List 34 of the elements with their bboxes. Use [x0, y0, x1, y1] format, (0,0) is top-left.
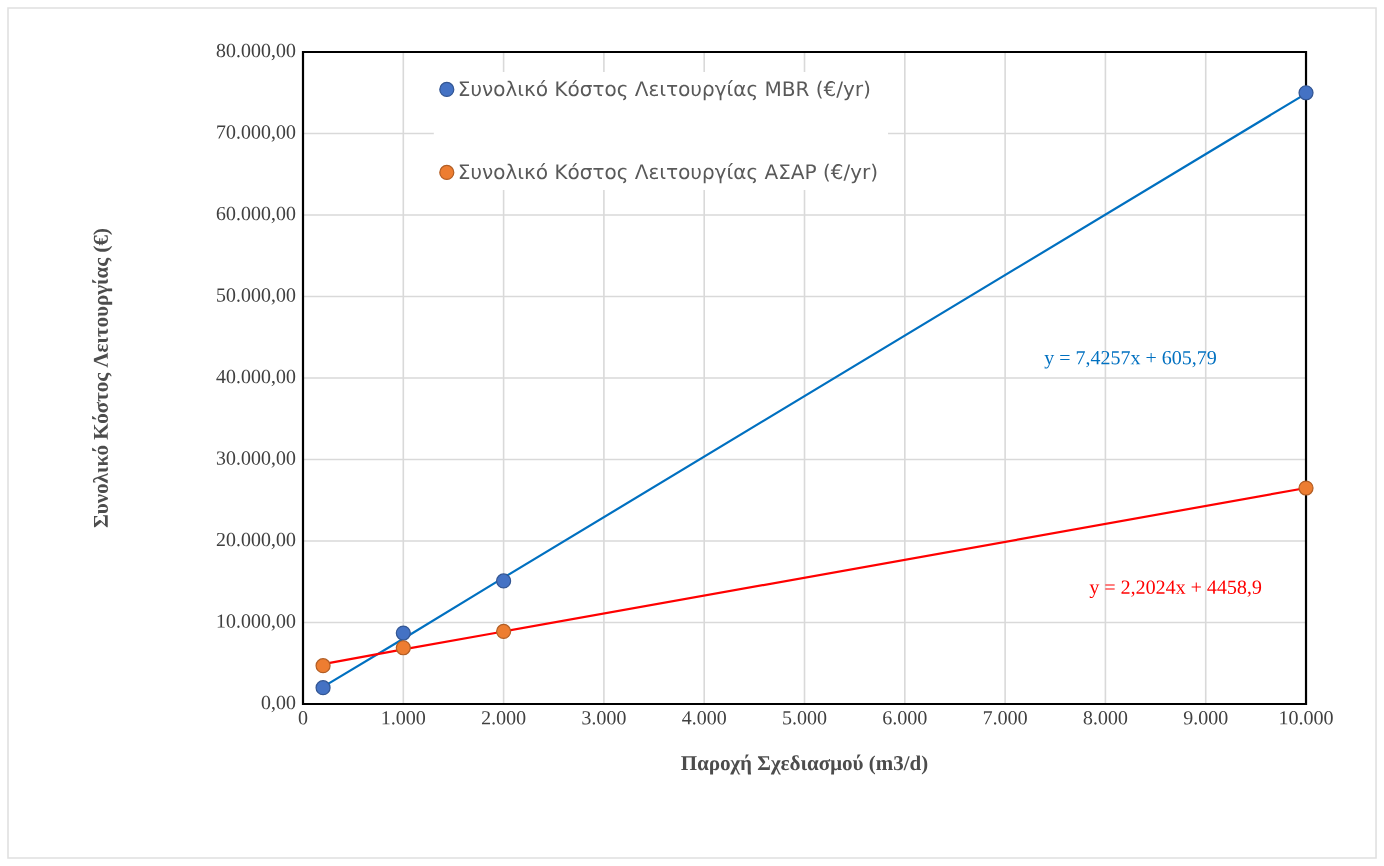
annotation: y = 7,4257x + 605,79	[1044, 350, 1216, 369]
y-tick-label: 10.000,00	[217, 614, 296, 631]
y-tick-label: 50.000,00	[217, 288, 296, 305]
point	[1298, 480, 1314, 496]
x-tick-label: 7.000	[983, 711, 1027, 725]
x-tick-label: 8.000	[1083, 711, 1128, 725]
point	[496, 573, 512, 589]
y-tick-label: 70.000,00	[217, 125, 296, 142]
point	[395, 625, 411, 641]
legend-label: Συνολικό Κόστος Λειτουργίας MBR (€/yr)	[459, 79, 870, 101]
annotation: y = 2,2024x + 4458,9	[1089, 580, 1262, 599]
y-tick-label: 80.000,00	[216, 43, 296, 61]
x-tick-label: 1.000	[382, 711, 426, 725]
point	[315, 658, 331, 674]
x-tick-label: 10.000	[1280, 711, 1333, 725]
y-tick-label: 30.000,00	[216, 451, 296, 468]
point	[496, 623, 512, 640]
y-tick-label: 40.000,00	[216, 369, 296, 387]
y-tick-label: 60.000,00	[216, 206, 296, 224]
y-axis-title: Συνολικό Κόστος Λειτουργίας (€)	[92, 229, 113, 528]
x-tick-label: 6.000	[883, 711, 927, 725]
point	[1298, 85, 1314, 101]
x-tick-label: 4.000	[682, 711, 726, 725]
x-tick-label: 3.000	[582, 711, 626, 725]
point	[395, 640, 411, 656]
x-tick-label: 0	[298, 711, 308, 725]
y-tick-label: 0,00	[261, 695, 296, 713]
x-tick-label: 2.000	[481, 711, 526, 725]
x-tick-label: 9.000	[1183, 711, 1228, 725]
x-axis-title: Παροχή Σχεδιασμού (m3/d)	[681, 754, 928, 775]
point	[315, 680, 331, 696]
legend-label: Συνολικό Κόστος Λειτουργίας ΑΣΑΡ (€/yr)	[459, 162, 877, 184]
x-tick-label: 5.000	[783, 711, 827, 725]
y-tick-label: 20.000,00	[216, 532, 296, 550]
